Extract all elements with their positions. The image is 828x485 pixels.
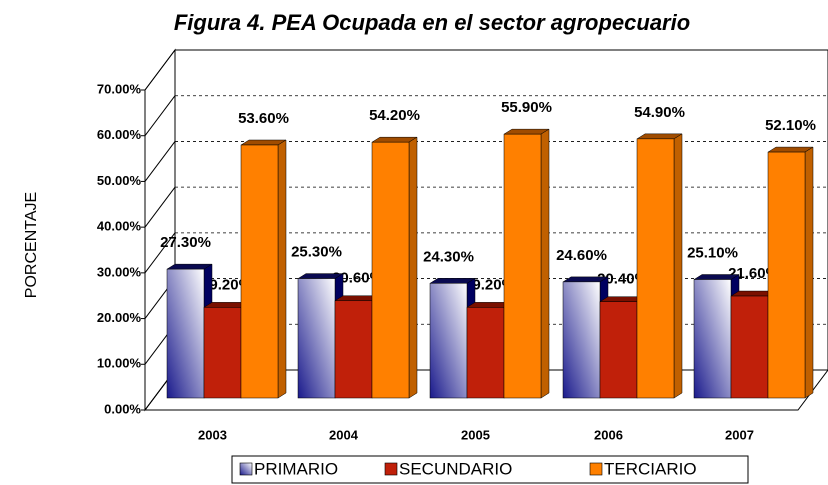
grid-line-side	[144, 49, 176, 91]
legend-swatch	[589, 462, 603, 476]
y-tick-label: 60.00%	[97, 127, 142, 142]
bar	[466, 307, 505, 399]
y-tick-label: 20.00%	[97, 310, 142, 325]
y-tick-label: 70.00%	[97, 81, 142, 96]
bar	[240, 144, 279, 399]
bar	[636, 138, 675, 399]
legend-label: SECUNDARIO	[399, 459, 512, 478]
value-label: 25.30%	[291, 244, 342, 261]
value-label: 20.40%	[597, 271, 648, 288]
grid-line-side	[144, 232, 176, 274]
legend: PRIMARIO SECUNDARIO TERCIARIO	[231, 455, 749, 484]
chart-title: Figura 4. PEA Ocupada en el sector agrop…	[174, 10, 690, 35]
bar	[371, 141, 410, 399]
grid-line-side	[144, 141, 176, 182]
value-label: 53.60%	[238, 110, 289, 127]
y-tick-label: 10.00%	[97, 356, 142, 371]
grid-line-side	[144, 186, 176, 228]
value-label: 21.60%	[728, 265, 779, 282]
x-tick-label: 2007	[725, 427, 754, 442]
value-label: 55.90%	[501, 99, 552, 116]
value-label: 25.10%	[687, 244, 738, 261]
legend-box	[231, 455, 749, 484]
bar	[503, 133, 542, 399]
bar-side	[673, 133, 683, 399]
x-tick-label: 2004	[329, 427, 359, 442]
bar	[203, 307, 242, 399]
legend-swatch	[239, 462, 253, 476]
value-label: 54.90%	[634, 104, 685, 121]
bar	[334, 300, 373, 399]
bar	[562, 281, 601, 399]
value-label: 54.20%	[369, 107, 420, 124]
bar	[297, 278, 336, 399]
value-label: 52.10%	[765, 117, 816, 134]
bar-side	[408, 136, 418, 399]
y-tick-label: 0.00%	[104, 401, 141, 416]
value-label: 27.30%	[160, 234, 211, 251]
y-tick-label: 30.00%	[97, 264, 142, 279]
y-tick-label: 40.00%	[97, 219, 142, 234]
bar	[599, 301, 638, 399]
bar	[730, 295, 769, 399]
bar-side	[277, 139, 287, 399]
legend-label: TERCIARIO	[604, 459, 697, 478]
legend-swatch	[384, 462, 398, 476]
bar	[429, 283, 468, 399]
x-tick-label: 2006	[594, 427, 623, 442]
value-label: 19.20%	[201, 276, 252, 293]
x-tick-label: 2003	[198, 427, 227, 442]
bar-side	[540, 128, 550, 399]
y-axis-title: PORCENTAJE	[23, 192, 40, 298]
value-label: 24.60%	[556, 247, 607, 264]
bar	[693, 279, 732, 399]
y-tick-label: 50.00%	[97, 173, 142, 188]
value-label: 24.30%	[423, 248, 474, 265]
value-label: 20.60%	[332, 270, 383, 287]
bar	[767, 151, 806, 399]
value-label: 19.20%	[464, 276, 515, 293]
legend-label: PRIMARIO	[254, 459, 338, 478]
bar	[166, 268, 205, 399]
x-tick-label: 2005	[461, 427, 490, 442]
bar-side	[804, 146, 814, 399]
grid-line-side	[144, 95, 176, 137]
